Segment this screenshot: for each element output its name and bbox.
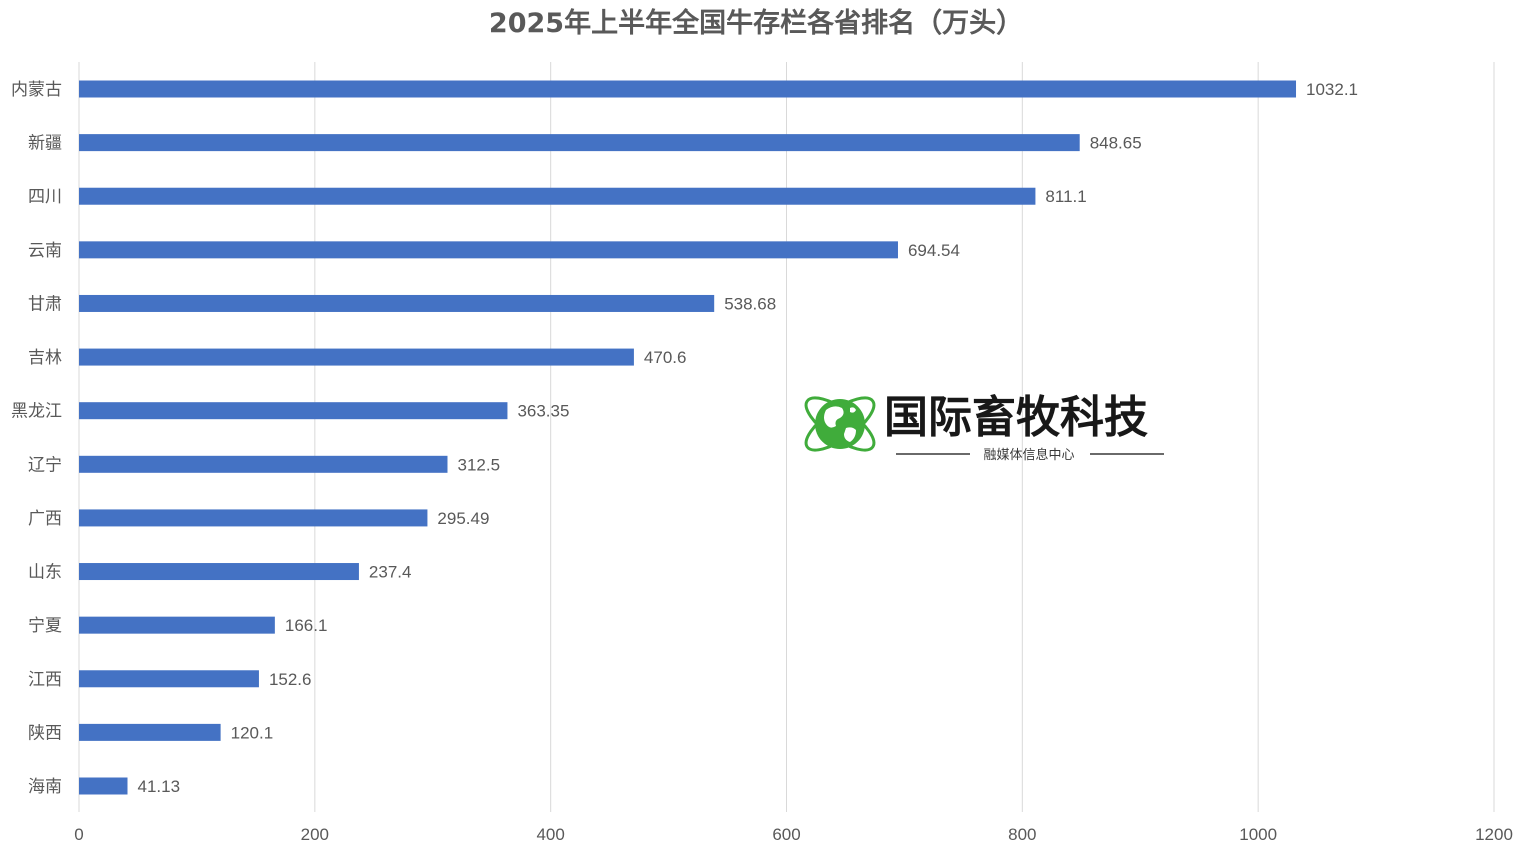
bar	[79, 134, 1080, 152]
watermark-logo: 国际畜牧科技 融媒体信息中心	[804, 392, 1164, 463]
category-label: 山东	[28, 563, 62, 583]
x-tick-label: 800	[1008, 825, 1036, 844]
data-label: 120.1	[231, 723, 274, 742]
data-label: 538.68	[724, 294, 776, 313]
data-label: 237.4	[369, 563, 412, 582]
globe-icon	[804, 396, 876, 452]
bar	[79, 509, 428, 527]
bar	[79, 402, 508, 420]
x-tick-label: 1200	[1475, 825, 1513, 844]
category-label: 四川	[28, 187, 62, 207]
bar	[79, 294, 715, 312]
x-tick-label: 1000	[1239, 825, 1277, 844]
category-label: 江西	[28, 670, 62, 690]
bar	[79, 616, 275, 634]
bar	[79, 187, 1036, 205]
category-label: 新疆	[28, 134, 62, 154]
watermark-title: 国际畜牧科技	[884, 392, 1148, 443]
category-label: 吉林	[28, 348, 62, 368]
x-tick-label: 600	[772, 825, 800, 844]
data-label: 295.49	[437, 509, 489, 528]
data-label: 811.1	[1045, 187, 1086, 206]
bar	[79, 563, 359, 581]
category-label: 甘肃	[28, 294, 62, 314]
category-label: 陕西	[28, 723, 62, 743]
data-label: 152.6	[269, 670, 312, 689]
data-label: 694.54	[908, 241, 960, 260]
data-labels: 1032.1 848.65 811.1 694.54 538.68 470.6 363.35…	[137, 80, 1358, 796]
data-label: 1032.1	[1306, 80, 1358, 99]
bar	[79, 455, 448, 473]
bar	[79, 241, 898, 259]
category-label: 内蒙古	[11, 80, 62, 100]
category-label: 海南	[28, 777, 62, 797]
data-label: 848.65	[1090, 134, 1142, 153]
bar	[79, 80, 1297, 98]
x-tick-label: 200	[301, 825, 329, 844]
x-tick-label: 0	[74, 825, 83, 844]
watermark-subtitle: 融媒体信息中心	[983, 447, 1074, 463]
bar	[79, 670, 259, 688]
bar	[79, 777, 128, 795]
data-label: 470.6	[644, 348, 687, 367]
data-label: 312.5	[457, 455, 500, 474]
x-tick-label: 400	[536, 825, 564, 844]
bar	[79, 348, 634, 366]
category-label: 黑龙江	[11, 402, 62, 422]
bar	[79, 723, 221, 741]
category-label: 云南	[28, 241, 62, 261]
category-label: 宁夏	[28, 616, 62, 636]
data-label: 363.35	[517, 402, 569, 421]
category-label: 辽宁	[28, 455, 62, 475]
gridlines	[78, 62, 1495, 812]
data-label: 166.1	[285, 616, 328, 635]
data-label: 41.13	[137, 777, 180, 796]
category-label: 广西	[28, 509, 62, 529]
chart-title: 2025年上半年全国牛存栏各省排名（万头）	[489, 7, 1023, 39]
bars	[79, 80, 1297, 795]
x-axis-ticks: 0 200 400 600 800 1000 1200	[74, 825, 1513, 844]
